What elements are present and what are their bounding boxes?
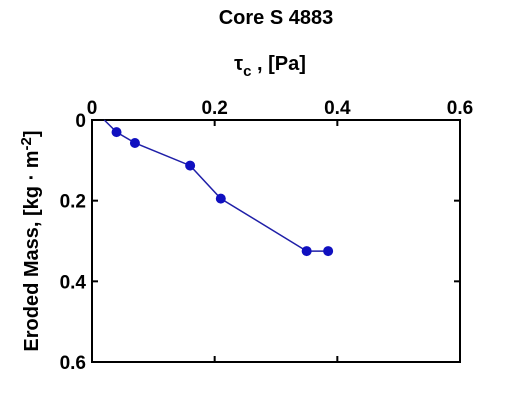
data-point <box>111 127 122 138</box>
x-axis-label-subscript: c <box>243 63 251 80</box>
x-ticks: 0 0.2 0.4 0.6 <box>87 98 473 362</box>
data-point <box>185 160 196 171</box>
series-layer <box>103 119 334 257</box>
x-tick-label: 0 <box>87 98 98 119</box>
y-ticks: 0 0.2 0.4 0.6 <box>60 111 460 374</box>
chart-title: Core S 4883 <box>219 7 334 29</box>
y-axis-label-superscript: -2 <box>18 137 35 150</box>
x-axis-label-rest: , [Pa] <box>251 53 305 75</box>
x-axis-label: τc , [Pa] <box>234 53 306 80</box>
y-tick-label: 0 <box>75 111 86 132</box>
data-point <box>215 193 226 204</box>
y-tick-label: 0.6 <box>60 353 86 374</box>
y-axis-label-prefix: Eroded Mass, [kg · m <box>21 150 43 351</box>
plot-area-frame <box>91 119 461 363</box>
data-point <box>129 137 140 148</box>
y-tick-label: 0.2 <box>60 192 86 213</box>
x-axis-label-symbol: τ <box>234 53 243 75</box>
data-point <box>323 246 334 257</box>
x-tick-label: 0.2 <box>201 98 227 119</box>
y-axis-label-suffix: ] <box>21 130 43 137</box>
x-tick-label: 0.6 <box>447 98 473 119</box>
data-point <box>301 246 312 257</box>
y-axis-label: Eroded Mass, [kg · m-2] <box>18 130 43 351</box>
y-tick-label: 0.4 <box>60 272 87 293</box>
x-tick-label: 0.4 <box>324 98 351 119</box>
